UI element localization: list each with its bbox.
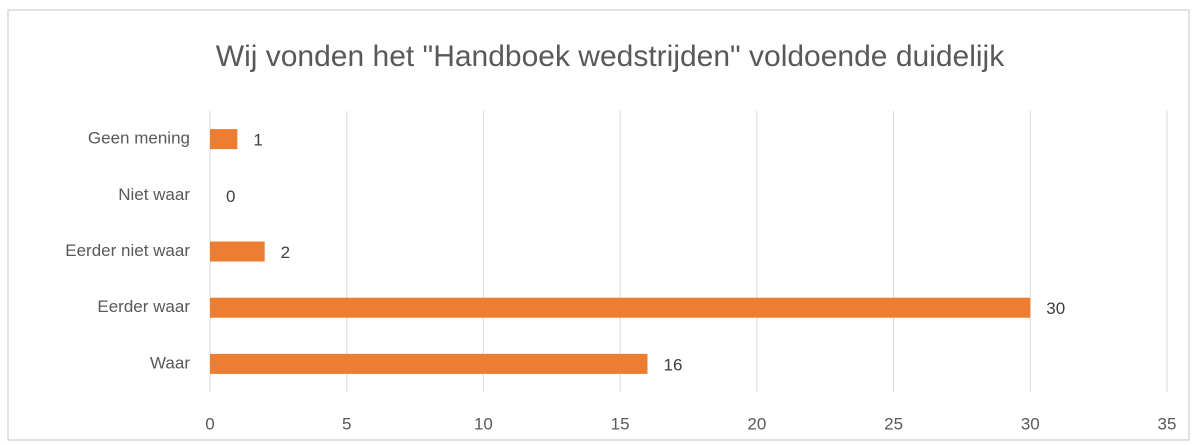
y-tick-label: Eerder waar <box>97 297 190 316</box>
data-label: 30 <box>1046 299 1065 318</box>
chart-title: Wij vonden het "Handboek wedstrijden" vo… <box>216 40 1005 73</box>
x-tick-label: 20 <box>747 414 766 433</box>
y-tick-label: Waar <box>150 353 190 372</box>
data-label: 2 <box>281 243 290 262</box>
bar <box>210 241 265 262</box>
x-tick-label: 35 <box>1158 414 1177 433</box>
x-tick-label: 5 <box>342 414 351 433</box>
x-tick-label: 10 <box>474 414 493 433</box>
y-tick-label: Geen mening <box>88 129 190 148</box>
x-tick-label: 0 <box>205 414 214 433</box>
data-label: 0 <box>226 187 235 206</box>
x-tick-label: 15 <box>611 414 630 433</box>
bar <box>210 297 1031 318</box>
x-tick-label: 25 <box>884 414 903 433</box>
data-label: 16 <box>663 355 682 374</box>
x-tick-label: 30 <box>1021 414 1040 433</box>
y-tick-label: Niet waar <box>118 185 190 204</box>
chart-border <box>7 9 1190 441</box>
y-tick-label: Eerder niet waar <box>65 241 190 260</box>
bar <box>210 129 238 150</box>
data-label: 1 <box>253 131 262 150</box>
bar <box>210 353 648 374</box>
